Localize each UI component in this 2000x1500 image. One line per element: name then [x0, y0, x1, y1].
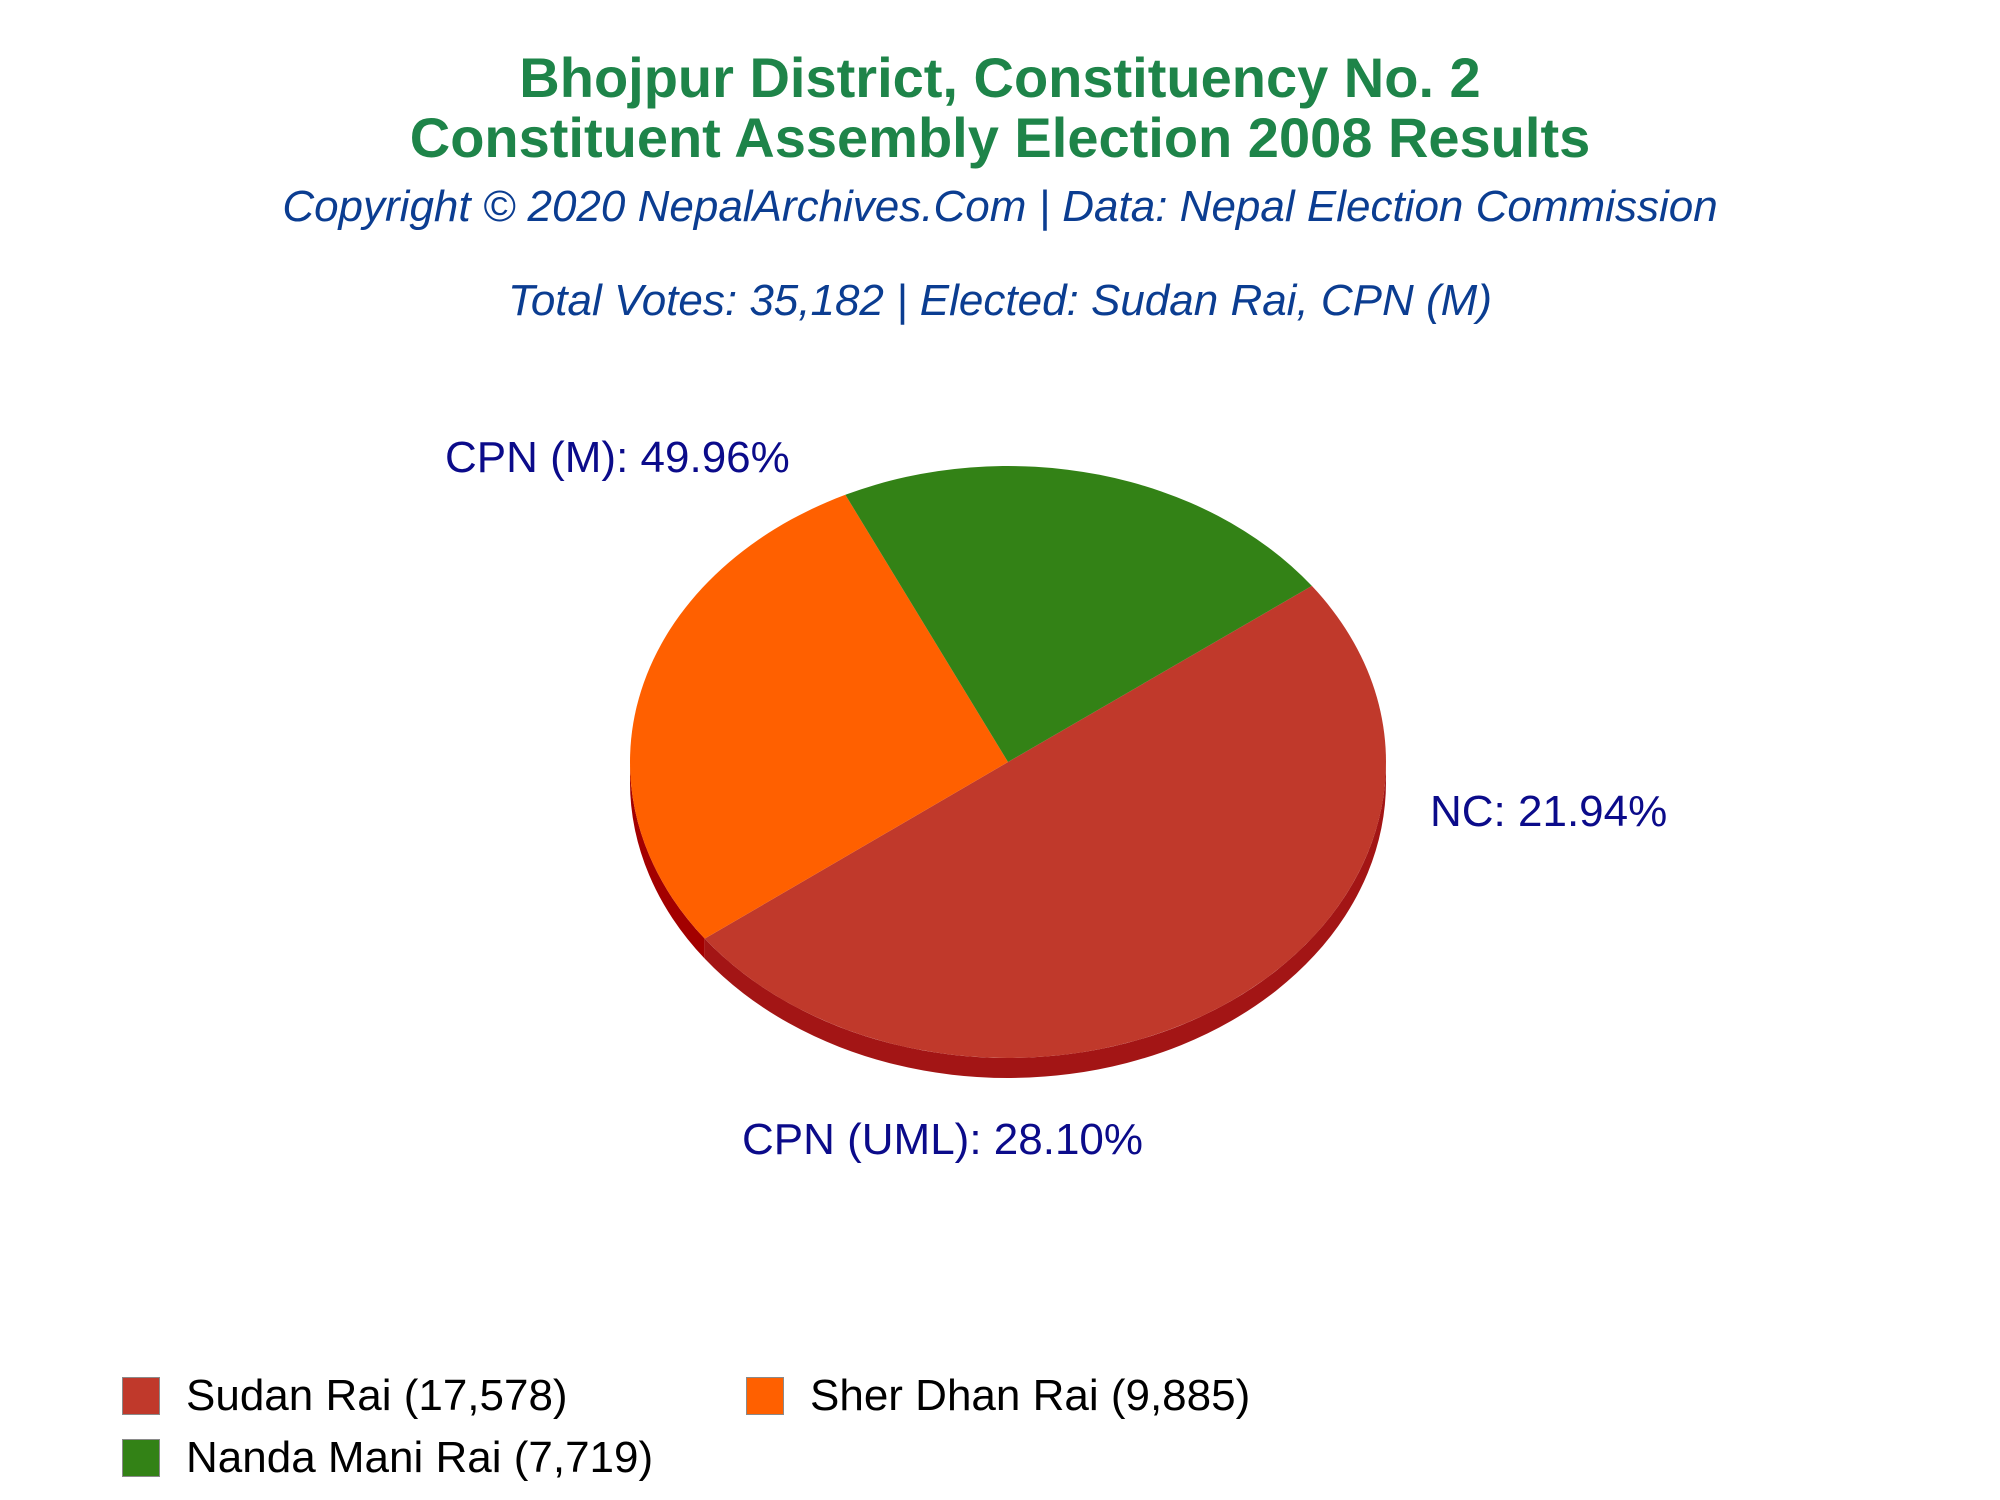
- chart-title-line1: Bhojpur District, Constituency No. 2: [519, 46, 1481, 109]
- legend-label-0: Sudan Rai (17,578): [186, 1371, 568, 1420]
- legend-swatch-1: [746, 1377, 784, 1415]
- copyright-subtitle: Copyright © 2020 NepalArchives.Com | Dat…: [282, 182, 1718, 231]
- legend-swatch-2: [122, 1439, 160, 1477]
- chart-title-line2: Constituent Assembly Election 2008 Resul…: [409, 106, 1591, 169]
- legend-item-1: Sher Dhan Rai (9,885): [746, 1368, 1250, 1424]
- pie-chart: CPN (M): 49.96% CPN (UML): 28.10% NC: 21.9…: [445, 433, 1667, 1164]
- legend-label-2: Nanda Mani Rai (7,719): [186, 1433, 654, 1482]
- pie-labels: CPN (M): 49.96% CPN (UML): 28.10% NC: 21.9…: [445, 433, 1667, 1164]
- legend-item-0: Sudan Rai (17,578): [122, 1368, 568, 1424]
- legend-label-1: Sher Dhan Rai (9,885): [810, 1371, 1251, 1420]
- legend: Sudan Rai (17,578) Sher Dhan Rai (9,885)…: [122, 1368, 1522, 1498]
- pie-label-2: NC: 21.94%: [1430, 787, 1667, 836]
- legend-item-2: Nanda Mani Rai (7,719): [122, 1430, 653, 1486]
- pie-sides: [630, 762, 1386, 1078]
- pie-label-0: CPN (M): 49.96%: [445, 433, 790, 482]
- summary-subtitle: Total Votes: 35,182 | Elected: Sudan Rai…: [507, 276, 1492, 325]
- pie-side-1-0: [630, 762, 705, 959]
- pie-label-1: CPN (UML): 28.10%: [742, 1115, 1143, 1164]
- pie-slice-0: [704, 585, 1386, 1058]
- pie-slice-1: [629, 494, 1008, 939]
- pie-slices: [629, 466, 1386, 1058]
- pie-slice-2: [845, 466, 1312, 762]
- legend-swatch-0: [122, 1377, 160, 1415]
